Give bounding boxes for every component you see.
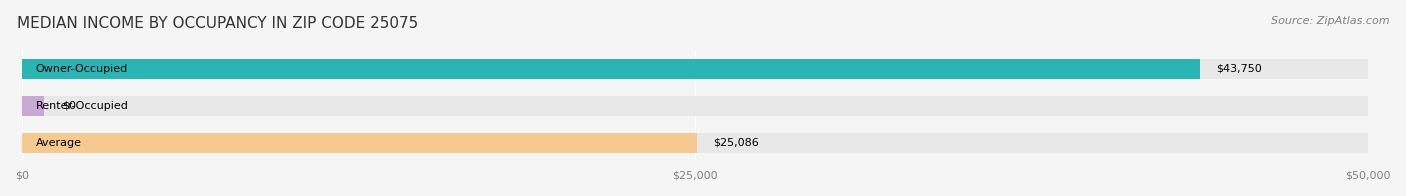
- Text: MEDIAN INCOME BY OCCUPANCY IN ZIP CODE 25075: MEDIAN INCOME BY OCCUPANCY IN ZIP CODE 2…: [17, 16, 418, 31]
- Bar: [22, 59, 1368, 79]
- Text: Source: ZipAtlas.com: Source: ZipAtlas.com: [1271, 16, 1389, 26]
- Bar: [22, 133, 1368, 153]
- Text: Average: Average: [35, 138, 82, 148]
- Bar: [22, 59, 1199, 79]
- Text: $43,750: $43,750: [1216, 64, 1261, 74]
- Text: Renter-Occupied: Renter-Occupied: [35, 101, 128, 111]
- Bar: [22, 133, 697, 153]
- Text: Owner-Occupied: Owner-Occupied: [35, 64, 128, 74]
- Text: $25,086: $25,086: [714, 138, 759, 148]
- Bar: [22, 96, 1368, 116]
- Bar: [22, 96, 44, 116]
- Text: $0: $0: [62, 101, 76, 111]
